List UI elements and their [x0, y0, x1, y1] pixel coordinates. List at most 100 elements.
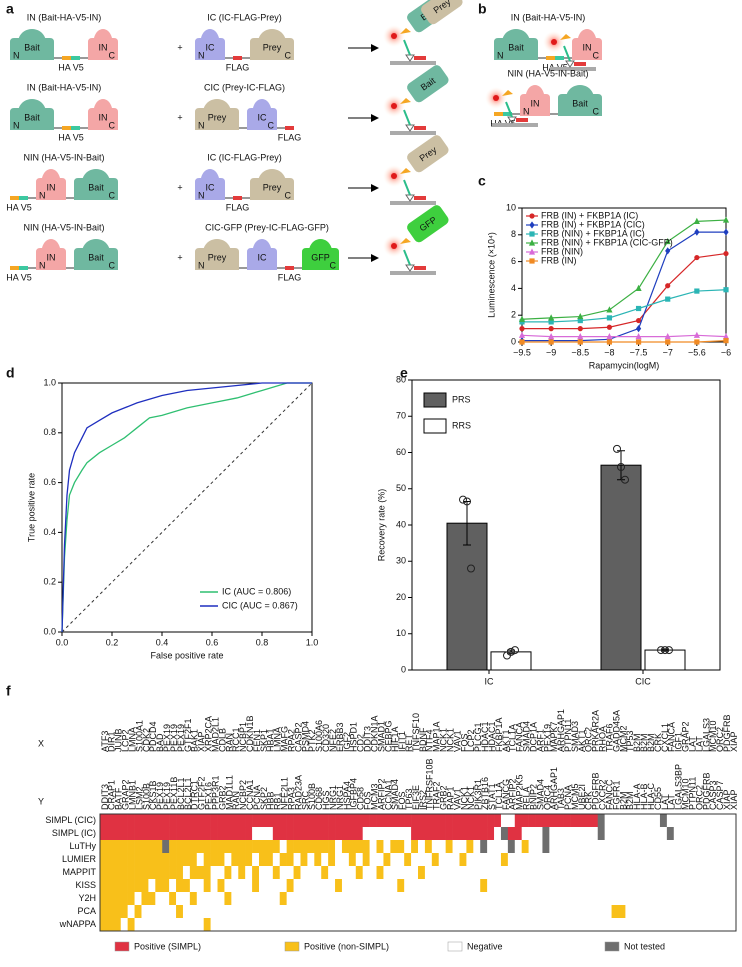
tether	[403, 249, 411, 266]
y-gene-label: PEX19	[162, 782, 172, 810]
heatmap-cell	[563, 853, 571, 867]
heatmap-cell	[369, 905, 377, 919]
heatmap-cell	[328, 814, 336, 828]
y-gene-label: PTPN11	[687, 777, 697, 810]
heatmap-cell	[106, 814, 115, 828]
y-gene-label: CCNA1	[383, 779, 393, 810]
replicate-point	[621, 475, 629, 484]
heatmap-cell	[708, 892, 716, 906]
heatmap-cell	[473, 866, 481, 880]
heatmap-cell	[604, 918, 612, 932]
heatmap-cell	[459, 814, 467, 828]
heatmap-cell	[404, 827, 412, 841]
heatmap-cell	[411, 853, 419, 867]
heatmap-cell	[321, 918, 329, 932]
heatmap-cell	[694, 905, 702, 919]
heatmap-cell	[729, 905, 737, 919]
data-point	[519, 326, 525, 332]
heatmap-cell	[224, 866, 232, 880]
heatmap-cell	[639, 905, 647, 919]
heatmap-cell	[701, 853, 709, 867]
heatmap-cell	[259, 905, 267, 919]
heatmap-cell	[653, 814, 661, 828]
legend-swatch	[114, 941, 130, 952]
heatmap-cell	[639, 892, 647, 906]
x-gene-label: PRKAR2A	[591, 710, 601, 752]
heatmap-cell	[224, 918, 232, 932]
heatmap-cell	[127, 905, 135, 919]
domain-label: IC	[206, 182, 216, 192]
x-gene-label: MAFG	[280, 726, 290, 752]
heatmap-cell	[570, 905, 578, 919]
heatmap-cell	[265, 879, 274, 893]
heatmap-cell	[431, 827, 440, 841]
heatmap-cell	[265, 918, 274, 932]
heatmap-cell	[272, 905, 281, 919]
heatmap-cell	[494, 918, 502, 932]
heatmap-cell	[611, 840, 619, 854]
heatmap-cell	[618, 879, 626, 893]
heatmap-cell	[535, 918, 543, 932]
heatmap-cell	[473, 827, 481, 841]
tag	[233, 196, 242, 200]
heatmap-cell	[459, 840, 467, 854]
x-gene-label: RHOA	[598, 726, 608, 752]
heatmap-cell	[279, 918, 287, 932]
heatmap-cell	[169, 866, 177, 880]
x-gene-label: IGF1	[674, 732, 684, 752]
heatmap-cell	[542, 892, 550, 906]
heatmap-cell	[245, 840, 253, 854]
construct-title: IN (Bait-HA-V5-IN)	[27, 12, 102, 22]
heatmap-cell	[494, 866, 502, 880]
heatmap-cell	[715, 879, 723, 893]
heatmap-cell	[196, 892, 204, 906]
luciferase	[391, 243, 397, 249]
domain	[88, 29, 118, 60]
heatmap-cell	[424, 892, 433, 906]
heatmap-cell	[729, 827, 737, 841]
heatmap-cell	[404, 905, 412, 919]
heatmap-cell	[148, 866, 156, 880]
heatmap-cell	[203, 892, 211, 906]
heatmap-cell	[341, 827, 350, 841]
heatmap-cell	[176, 905, 184, 919]
heatmap-cell	[687, 879, 695, 893]
heatmap-cell	[528, 918, 536, 932]
heatmap-cell	[722, 853, 730, 867]
heatmap-cell	[673, 827, 681, 841]
heatmap-cell	[210, 827, 218, 841]
heatmap-cell	[376, 853, 384, 867]
heatmap-cell	[438, 918, 446, 932]
heatmap-cell	[653, 853, 661, 867]
y-axis-label: Luminescence (×10⁴)	[486, 232, 496, 318]
heatmap-cell	[362, 827, 370, 841]
x-gene-label: PEX19	[162, 724, 172, 752]
heatmap-cell	[680, 840, 688, 854]
plus-sign: +	[177, 42, 182, 52]
x-gene-label: PEX19	[542, 724, 552, 752]
heatmap-cell	[217, 918, 225, 932]
heatmap-cell	[659, 840, 668, 854]
heatmap-cell	[494, 853, 502, 867]
heatmap-cell	[217, 827, 225, 841]
x-gene-label: B2M	[632, 733, 642, 752]
heatmap-cell	[376, 892, 384, 906]
heatmap-cell	[583, 866, 592, 880]
tag	[494, 112, 503, 116]
heatmap-cell	[411, 905, 419, 919]
heatmap-cell	[300, 866, 308, 880]
heatmap-cell	[445, 879, 453, 893]
row-label: KISS	[75, 880, 96, 890]
heatmap-cell	[404, 866, 412, 880]
data-point	[528, 239, 536, 246]
heatmap-cell	[694, 918, 702, 932]
x-tick-label: 0.0	[56, 637, 69, 647]
heatmap-cell	[106, 827, 115, 841]
heatmap-cell	[445, 853, 453, 867]
heatmap-cell	[480, 840, 488, 854]
heatmap-cell	[521, 827, 529, 841]
heatmap-cell	[514, 814, 522, 828]
heatmap-cell	[611, 853, 619, 867]
x-axis-label: Rapamycin(logM)	[589, 360, 660, 370]
y-gene-label: DTRC1	[190, 780, 200, 810]
